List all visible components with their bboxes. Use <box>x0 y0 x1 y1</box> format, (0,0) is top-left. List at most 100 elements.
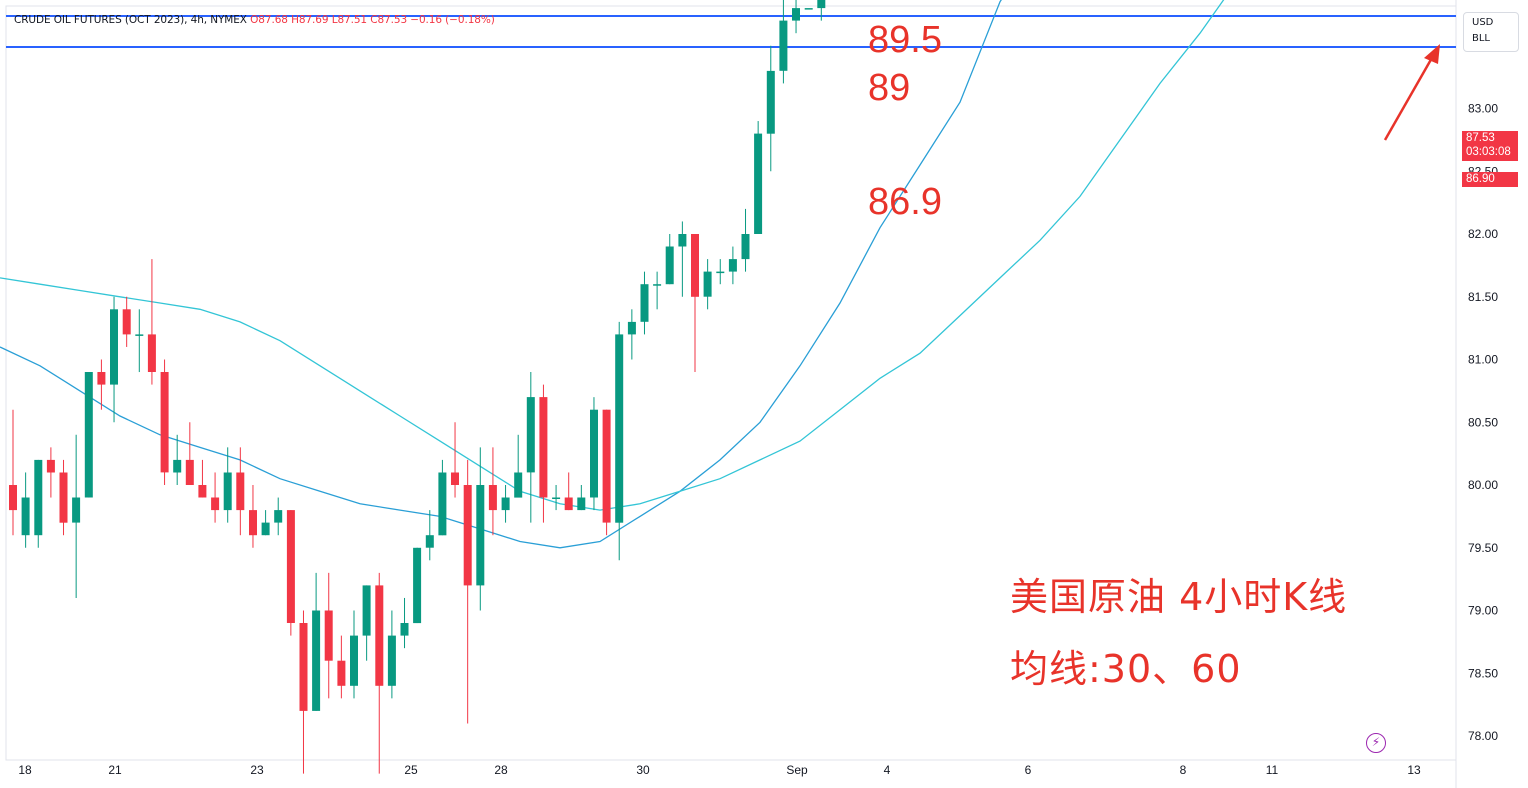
candle <box>350 610 358 699</box>
candle <box>539 384 548 523</box>
ohlc-values: O87.68 H87.69 L87.51 C87.53 −0.16 (−0.18… <box>250 14 495 26</box>
y-tick-label: 83.00 <box>1468 102 1498 116</box>
y-tick-label: 80.00 <box>1468 478 1498 492</box>
candle-body <box>501 497 510 511</box>
y-tick-label: 78.00 <box>1468 729 1498 743</box>
candle <box>602 409 611 536</box>
candle <box>817 0 826 21</box>
candle <box>640 271 649 335</box>
candle-body <box>400 623 409 636</box>
candle <box>286 510 295 636</box>
x-tick-label: 13 <box>1407 763 1421 777</box>
candle <box>488 447 497 536</box>
y-tick-label: 78.50 <box>1468 666 1498 680</box>
candle-body <box>539 397 548 498</box>
candle <box>72 434 81 598</box>
x-tick-label: 11 <box>1266 763 1279 777</box>
candle-body <box>72 497 81 523</box>
candle-body <box>211 497 220 511</box>
candle-body <box>375 585 384 686</box>
arrow-line <box>1383 55 1435 141</box>
candle <box>678 221 687 297</box>
candle-body <box>438 472 447 536</box>
candle-body <box>413 547 422 624</box>
candle-body <box>741 234 750 260</box>
arrow-head <box>1424 44 1440 64</box>
candle <box>438 459 447 536</box>
candle-body <box>110 309 118 385</box>
candle-body <box>792 8 800 21</box>
candle-body <box>678 234 687 247</box>
unit-label: BLL <box>1472 33 1491 44</box>
symbol-label[interactable]: CRUDE OIL FUTURES (OCT 2023), 4h, NYMEX <box>14 14 247 26</box>
y-tick-label: 81.50 <box>1468 290 1498 304</box>
currency-label: USD <box>1472 17 1494 28</box>
candle <box>324 572 333 699</box>
candle <box>766 45 775 172</box>
candle-body <box>514 472 523 498</box>
candle-body <box>97 372 106 385</box>
x-tick-label: 25 <box>404 763 418 777</box>
candle <box>703 259 712 310</box>
x-tick-label: 28 <box>494 763 508 777</box>
candle <box>110 296 118 423</box>
candle <box>299 610 308 774</box>
candle <box>84 372 93 498</box>
candle <box>375 572 384 774</box>
candle <box>59 459 68 536</box>
candle-body <box>451 472 459 485</box>
candle <box>211 472 220 523</box>
x-tick-label: Sep <box>786 763 808 777</box>
candle <box>526 372 535 523</box>
candle-body <box>766 70 775 134</box>
y-tick-label: 80.50 <box>1468 415 1498 429</box>
candle <box>261 510 270 536</box>
candle <box>400 597 409 649</box>
candle <box>249 485 257 548</box>
y-tick-label: 82.00 <box>1468 227 1498 241</box>
candle-body <box>476 485 485 586</box>
candle-body <box>817 0 826 9</box>
level-price-tag: 86.90 <box>1462 172 1518 187</box>
x-tick-label: 6 <box>1025 763 1032 777</box>
candle <box>413 547 422 624</box>
candle-body <box>59 472 68 523</box>
candle-body <box>223 472 232 511</box>
currency-unit-selector[interactable]: USD BLL <box>1463 12 1519 52</box>
candle <box>514 434 523 498</box>
candle-body <box>703 271 712 297</box>
candle <box>476 447 485 611</box>
candle <box>779 0 788 84</box>
candle <box>627 309 636 360</box>
note-title: 美国原油 4小时K线 <box>1010 575 1348 619</box>
candle <box>691 234 699 373</box>
y-tick-label: 79.50 <box>1468 541 1498 555</box>
candle-body <box>21 497 30 536</box>
bar-countdown: 03:03:08 <box>1466 146 1511 158</box>
candle-body <box>526 397 535 473</box>
candle <box>665 234 674 285</box>
candle <box>9 409 17 536</box>
candle-body <box>425 535 434 548</box>
candle <box>463 459 472 724</box>
candle-body <box>640 284 649 322</box>
candle <box>564 472 573 511</box>
candle-body <box>286 510 295 623</box>
candle-body <box>362 585 371 636</box>
y-tick-label: 81.00 <box>1468 353 1498 367</box>
ma60-line <box>0 0 1225 511</box>
candle <box>223 447 232 523</box>
lightning-icon[interactable]: ⚡ <box>1366 733 1386 753</box>
candle <box>590 397 598 511</box>
x-tick-label: 8 <box>1180 763 1187 777</box>
level-price-value: 86.90 <box>1466 173 1495 185</box>
candle <box>653 271 662 310</box>
candle <box>425 510 434 561</box>
candle <box>236 447 245 536</box>
candle-body <box>665 246 674 285</box>
candle <box>362 585 371 661</box>
candle-body <box>324 610 333 661</box>
candle-body <box>312 610 321 711</box>
candle <box>552 485 561 511</box>
